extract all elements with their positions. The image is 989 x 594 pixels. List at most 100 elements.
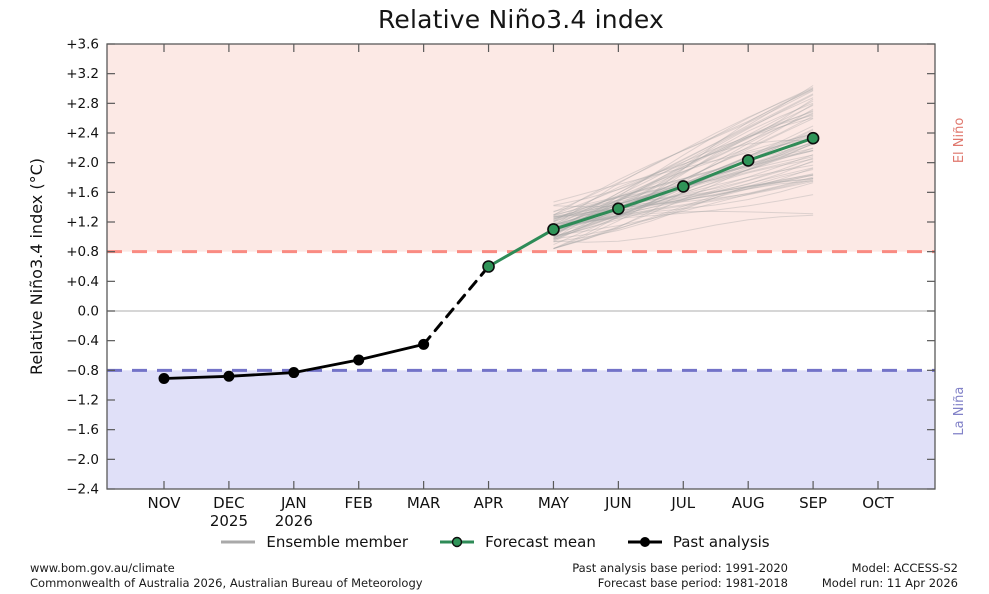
x-tick-label: APR: [474, 494, 504, 512]
y-tick-label: +2.8: [66, 96, 99, 112]
ensemble-member-line: [553, 111, 814, 229]
ensemble-member-line: [553, 117, 814, 216]
ensemble-member-line: [553, 110, 814, 236]
y-tick-label: +3.2: [66, 66, 99, 82]
ensemble-member-line: [553, 128, 814, 220]
ensemble-member-line: [553, 88, 814, 227]
x-tick-label: NOV: [147, 494, 181, 512]
ensemble-member-line: [553, 108, 814, 226]
y-tick-label: +2.0: [66, 155, 99, 171]
ensemble-member-line: [553, 179, 814, 219]
footer-url: www.bom.gov.au/climate: [30, 561, 175, 575]
x-year-label: 2026: [275, 512, 313, 530]
forecast-line: [487, 136, 815, 268]
footer-copyright: Commonwealth of Australia 2026, Australi…: [30, 575, 423, 590]
legend-label: Past analysis: [672, 533, 770, 551]
ensemble-member-line: [553, 93, 814, 227]
ensemble-member-line: [553, 169, 814, 243]
x-tick-label: AUG: [732, 494, 765, 512]
ensemble-member-line: [553, 103, 814, 240]
axis-ticks: [107, 43, 935, 490]
y-tick-label: −1.6: [66, 422, 99, 438]
forecast-marker: [741, 154, 755, 167]
legend-label: Ensemble member: [266, 533, 409, 551]
y-tick-label: 0.0: [78, 304, 99, 320]
ensemble-member-line: [553, 134, 814, 225]
ensemble-member-line: [553, 154, 814, 229]
x-tick-label: JAN: [280, 494, 307, 512]
ensemble-member-line: [553, 97, 814, 223]
plot-border: [106, 43, 936, 490]
past-marker: [158, 372, 170, 384]
band-label-la-nina: La Niña: [952, 387, 967, 436]
footer-model-block: Model: ACCESS-S2 Model run: 11 Apr 2026: [822, 561, 958, 590]
y-tick-label: −0.8: [66, 363, 99, 379]
footer-forecast-base-period: Forecast base period: 1981-2018: [597, 575, 788, 590]
ensemble-member-line: [553, 85, 814, 233]
ensemble-member-line: [553, 178, 814, 237]
forecast-marker: [806, 131, 820, 145]
legend-past-swatch-icon: [627, 537, 662, 547]
ensemble-member-line: [553, 194, 814, 225]
ensemble-member-line: [553, 94, 814, 236]
ensemble-member-line: [553, 88, 814, 213]
footer-model: Model: ACCESS-S2: [851, 561, 958, 575]
x-year-label: 2025: [210, 512, 248, 530]
y-axis-label: Relative Niño3.4 index (°C): [27, 158, 46, 375]
ensemble-member-line: [553, 114, 814, 231]
x-tick-label: JUL: [670, 494, 695, 512]
forecast-marker: [482, 260, 495, 273]
ensemble-member-line: [553, 182, 814, 230]
footer-model-run: Model run: 11 Apr 2026: [821, 575, 958, 590]
ensemble-member-line: [553, 104, 814, 229]
footer-base-periods-block: Past analysis base period: 1991-2020 For…: [572, 561, 788, 590]
ensemble-member-line: [553, 137, 814, 203]
y-tick-label: +0.8: [66, 244, 99, 260]
ensemble-member-line: [553, 157, 814, 222]
chart-svg: +3.6 +3.2 +2.8 +2.4 +2.0 +1.6 +1.2 +0.8 +0.4 0.0 −…: [27, 37, 967, 531]
forecast-marker: [547, 223, 560, 236]
ensemble-member-line: [553, 178, 814, 208]
forecast-marker: [676, 180, 690, 193]
chart-legend: Ensemble member Forecast mean Past analysi…: [0, 533, 989, 551]
past-marker: [288, 367, 300, 379]
ensemble-member-line: [553, 89, 814, 250]
ensemble-member-line: [553, 161, 814, 230]
footer-left-block: www.bom.gov.au/climate Commonwealth of A…: [30, 561, 423, 590]
ensemble-member-line: [553, 140, 814, 250]
chart-title: Relative Niño3.4 index: [377, 5, 665, 34]
x-tick-label: SEP: [799, 494, 827, 512]
ensemble-member-line: [553, 139, 814, 206]
x-tick-label: DEC: [213, 494, 245, 512]
ensemble-member-line: [553, 160, 814, 230]
y-tick-label: +3.6: [66, 37, 99, 53]
legend-label: Forecast mean: [485, 533, 596, 551]
footer-past-base-period: Past analysis base period: 1991-2020: [572, 561, 788, 575]
legend-forecast-swatch-icon: [440, 536, 475, 548]
ensemble-member-line: [553, 180, 814, 240]
ensemble-member-line: [553, 87, 814, 238]
transition-line: [422, 265, 490, 346]
y-tick-label: +1.2: [66, 215, 99, 231]
band-label-el-nino: El Niño: [952, 118, 967, 164]
ensemble-member-line: [553, 142, 814, 212]
ensemble-member-line: [553, 100, 814, 228]
legend-item-past: Past analysis: [626, 533, 770, 551]
ensemble-member-line: [553, 176, 814, 232]
past-marker: [353, 354, 365, 366]
ensemble-member-line: [553, 174, 814, 249]
ensemble-member-line: [553, 98, 814, 222]
ensemble-member-line: [553, 113, 814, 234]
x-tick-label: MAR: [407, 494, 441, 512]
ensemble-member-line: [553, 90, 814, 216]
forecast-marker: [612, 202, 625, 215]
x-tick-labels: NOV DEC JAN FEB MAR APR MAY JUN JUL AUG SEP OCT 2025…: [147, 494, 894, 530]
x-tick-label: MAY: [538, 494, 570, 512]
ensemble-member-line: [553, 164, 814, 229]
y-tick-label: −2.0: [66, 452, 99, 468]
ensemble-member-line: [553, 174, 814, 218]
x-tick-label: OCT: [862, 494, 894, 512]
ensemble-member-line: [553, 180, 814, 226]
ensemble-member-line: [553, 214, 814, 243]
